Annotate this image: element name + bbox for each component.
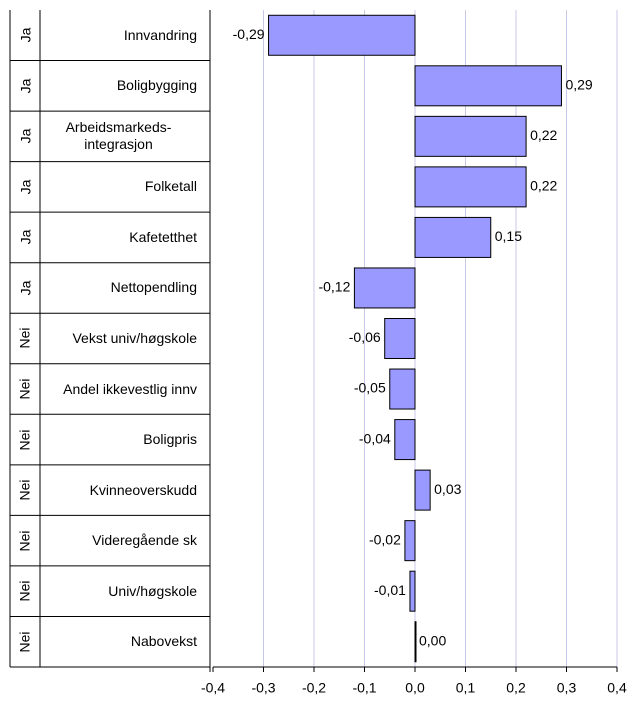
value-label: -0,29 xyxy=(233,26,265,42)
value-label: -0,04 xyxy=(359,430,391,446)
group-label: Ja xyxy=(10,263,40,314)
category-label: Andel ikkevestlig innv xyxy=(63,380,197,397)
group-label-text: Ja xyxy=(16,280,33,296)
category-label: Nettopendling xyxy=(110,279,197,296)
bar xyxy=(268,14,416,56)
x-tick-label: -0,4 xyxy=(201,680,225,696)
group-label-text: Nei xyxy=(16,429,33,451)
value-label: -0,12 xyxy=(318,279,350,295)
group-label: Ja xyxy=(10,162,40,213)
bar xyxy=(353,267,416,309)
group-label: Ja xyxy=(10,61,40,112)
value-label: 0,22 xyxy=(530,127,557,143)
x-tick-label: 0,1 xyxy=(456,680,476,696)
value-label: -0,06 xyxy=(349,329,381,345)
group-label-text: Nei xyxy=(16,580,33,602)
bar xyxy=(414,216,492,258)
category-label: Kvinneoverskudd xyxy=(89,481,197,498)
bar xyxy=(409,570,416,612)
value-label: 0,15 xyxy=(495,228,522,244)
category-label: Folketall xyxy=(144,178,197,195)
value-label: -0,02 xyxy=(369,531,401,547)
group-label: Nei xyxy=(10,465,40,516)
bar xyxy=(389,368,416,410)
bar xyxy=(384,318,416,359)
group-label: Nei xyxy=(10,515,40,566)
group-label-text: Nei xyxy=(16,327,33,349)
x-tick-label: -0,1 xyxy=(352,680,376,696)
value-label: 0,22 xyxy=(530,178,557,194)
value-label: -0,01 xyxy=(374,582,406,598)
bar xyxy=(414,166,527,208)
group-label: Nei xyxy=(10,414,40,465)
x-tick-label: -0,3 xyxy=(251,680,275,696)
x-tick-label: 0,2 xyxy=(506,680,526,696)
x-tick-label: 0,0 xyxy=(405,680,425,696)
group-label-text: Ja xyxy=(16,128,33,144)
category-label: Univ/høgskole xyxy=(108,582,197,599)
bar xyxy=(414,115,527,157)
bar xyxy=(414,621,417,663)
value-label: 0,03 xyxy=(434,481,461,497)
category-label: Innvandring xyxy=(123,26,197,43)
bar xyxy=(404,520,416,562)
value-label: -0,05 xyxy=(354,380,386,396)
value-label: 0,29 xyxy=(565,77,592,93)
category-label: Nabovekst xyxy=(130,633,197,650)
group-label-text: Ja xyxy=(16,230,33,245)
category-label: Videregående sk xyxy=(92,532,197,549)
x-tick-label: 0,3 xyxy=(557,680,577,696)
group-label: Nei xyxy=(10,616,40,667)
group-label-text: Ja xyxy=(16,27,33,43)
category-label: Boligbygging xyxy=(116,77,197,94)
group-label-text: Nei xyxy=(16,378,33,400)
group-label-text: Ja xyxy=(16,78,33,94)
x-tick-label: -0,2 xyxy=(302,680,326,696)
group-label: Nei xyxy=(10,364,40,415)
bar xyxy=(414,469,431,511)
group-label: Nei xyxy=(10,566,40,617)
value-label: 0,00 xyxy=(419,632,446,648)
group-label-text: Nei xyxy=(16,530,33,552)
group-label-text: Nei xyxy=(16,631,33,653)
group-label: Ja xyxy=(10,111,40,162)
bar xyxy=(414,65,562,107)
category-label: Vekst univ/høgskole xyxy=(72,329,197,346)
bar xyxy=(394,419,416,461)
group-label: Ja xyxy=(10,212,40,263)
category-label: Boligpris xyxy=(143,431,197,448)
group-label-text: Ja xyxy=(16,179,33,195)
group-label-text: Nei xyxy=(16,479,33,501)
group-label: Nei xyxy=(10,313,40,364)
category-label: Kafetetthet xyxy=(129,228,197,245)
category-label: Arbeidsmarkeds-integrasjon xyxy=(65,119,172,153)
group-label: Ja xyxy=(10,10,40,61)
x-tick-label: 0,4 xyxy=(607,680,627,696)
